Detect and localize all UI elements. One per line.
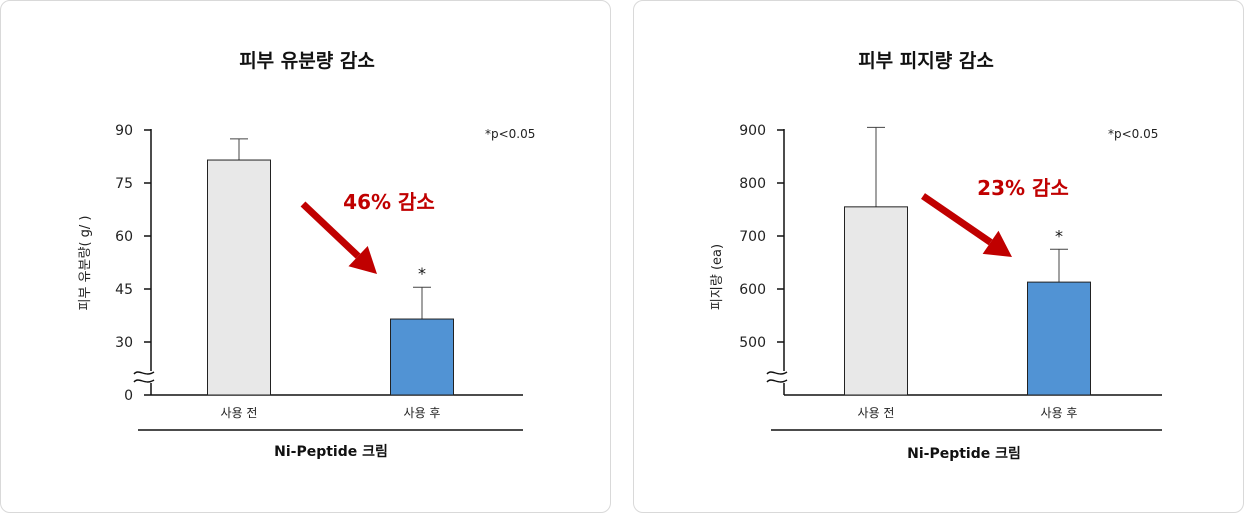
callout-arrow-shaft: [300, 201, 361, 259]
y-tick-label: 700: [739, 229, 766, 245]
x-tick-label: 사용 전: [221, 406, 258, 420]
oil-chart-plot: 0 30 45 60 75 90 사용 전 사용 후 *: [115, 123, 523, 431]
significance-note: *p<0.05: [1108, 127, 1158, 141]
callout-arrow-head: [348, 245, 377, 274]
x-group-label: Ni-Peptide 크림: [907, 446, 1021, 462]
significance-star: *: [418, 264, 426, 283]
significance-note-star: *: [1108, 127, 1114, 141]
oil-chart-svg: 피부 유분량 감소 피부 유분량( g/ ) *p<0.05 46% 감소 03…: [78, 50, 535, 460]
y-tick-label: 90: [115, 123, 133, 139]
x-group-label: Ni-Peptide 크림: [274, 444, 388, 460]
bar: [844, 206, 908, 396]
y-tick-label: 600: [739, 282, 766, 298]
chart-panel-sebum: 피부 피지량 감소 피지량 (ea) *p<0.05 23% 감소 500 600…: [633, 0, 1244, 513]
y-tick-label: 0: [124, 388, 133, 404]
significance-star: *: [1055, 226, 1063, 245]
bar: [1027, 281, 1091, 396]
significance-note-text: p<0.05: [1114, 127, 1158, 141]
y-tick-label: 900: [739, 123, 766, 139]
y-tick-label: 30: [115, 335, 133, 351]
y-tick-label: 500: [739, 335, 766, 351]
x-tick-label: 사용 전: [858, 406, 895, 420]
significance-note-text: p<0.05: [491, 127, 535, 141]
y-tick-label: 800: [739, 176, 766, 192]
bar: [207, 159, 271, 396]
reduction-callout: 23% 감소: [977, 176, 1069, 200]
reduction-callout: 46% 감소: [343, 190, 435, 214]
y-axis-label: 피지량 (ea): [710, 244, 725, 310]
x-tick-label: 사용 후: [404, 406, 441, 420]
y-tick-label: 75: [115, 176, 133, 192]
chart-title: 피부 유분량 감소: [239, 50, 375, 72]
callout-arrow-shaft: [921, 193, 993, 246]
bar: [390, 318, 454, 396]
significance-note-star: *: [485, 127, 491, 141]
axis-break-mark: [133, 379, 155, 383]
axis-break-mark: [766, 379, 788, 383]
x-tick-label: 사용 후: [1041, 406, 1078, 420]
y-tick-label: 60: [115, 229, 133, 245]
axis-break-mark: [766, 371, 788, 375]
callout-arrow-head: [982, 230, 1012, 257]
y-axis-label: 피부 유분량( g/ ): [78, 216, 93, 311]
sebum-chart-svg: 피부 피지량 감소 피지량 (ea) *p<0.05 23% 감소 500600…: [710, 50, 1162, 462]
significance-note: *p<0.05: [485, 127, 535, 141]
chart-title: 피부 피지량 감소: [858, 50, 994, 72]
sebum-chart-plot: 500 600 700 800 900 사용 전 사용 후 *: [739, 123, 1162, 431]
axis-break-mark: [133, 371, 155, 375]
y-tick-label: 45: [115, 282, 133, 298]
